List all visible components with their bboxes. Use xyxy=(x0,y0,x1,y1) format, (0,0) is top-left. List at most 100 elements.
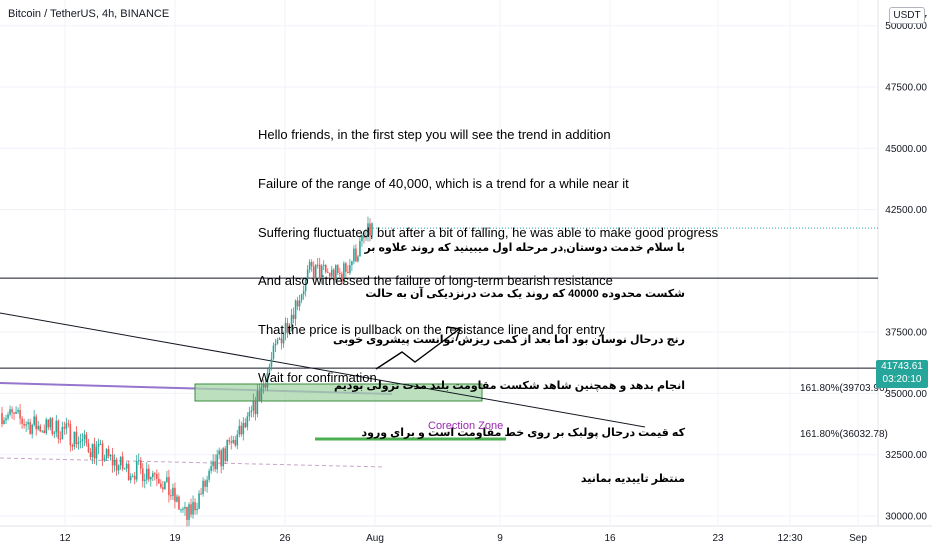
candle-body xyxy=(192,502,194,515)
candle-body xyxy=(47,419,50,428)
candle-body xyxy=(314,264,317,279)
english-note-line: Failure of the range of 40,000, which is… xyxy=(258,176,629,192)
persian-note-line: با سلام خدمت دوستان,در مرحله اول میبینید… xyxy=(364,241,685,254)
candle-body xyxy=(268,366,271,373)
candle-body xyxy=(294,300,297,319)
candle-body xyxy=(7,414,9,419)
candle-body xyxy=(306,269,309,278)
candle-body xyxy=(236,434,239,446)
candle-body xyxy=(93,443,96,459)
candle-body xyxy=(324,264,327,272)
candle-body xyxy=(300,294,303,301)
candle-body xyxy=(343,263,345,284)
price-axis-label: 37500.00 xyxy=(885,328,927,339)
candle-body xyxy=(220,450,222,467)
candle-body xyxy=(107,448,110,457)
candle-body xyxy=(33,416,35,425)
candle-body xyxy=(326,271,329,273)
candle-body xyxy=(166,477,168,482)
candle-body xyxy=(65,423,68,429)
candle-body xyxy=(206,479,208,487)
candlestick-series xyxy=(1,216,373,527)
time-axis-label: 12:30 xyxy=(777,533,802,544)
candle-body xyxy=(154,473,156,475)
last-price-tag: 41743.61 03:20:10 xyxy=(876,360,928,388)
candle-body xyxy=(13,412,15,414)
candle-body xyxy=(139,460,142,469)
candle-body xyxy=(141,468,144,482)
candle-body xyxy=(248,412,251,417)
candle-body xyxy=(25,424,27,426)
candle-body xyxy=(61,427,64,439)
price-axis: 67500.0065000.0062500.0060000.0057500.00… xyxy=(885,14,927,523)
candle-body xyxy=(91,443,94,458)
candle-body xyxy=(55,420,58,433)
candle-body xyxy=(254,400,257,415)
candle-body xyxy=(53,432,56,434)
time-axis-label: 16 xyxy=(604,533,616,544)
fib-label-lower: 161.80%(36032.78) xyxy=(800,429,888,440)
currency-button[interactable]: USDT xyxy=(889,7,925,24)
candle-body xyxy=(158,478,160,484)
chart-title: Bitcoin / TetherUS, 4h, BINANCE xyxy=(8,8,170,20)
candle-body xyxy=(256,391,259,415)
candle-body xyxy=(97,443,100,447)
price-axis-label: 30000.00 xyxy=(885,512,927,523)
candle-body xyxy=(335,265,337,280)
price-axis-label: 42500.00 xyxy=(885,205,927,216)
candle-body xyxy=(278,338,281,340)
candle-body xyxy=(200,493,202,495)
candle-body xyxy=(85,434,88,444)
candle-body xyxy=(280,338,283,344)
candle-body xyxy=(79,441,82,443)
candle-body xyxy=(168,477,170,496)
candle-body xyxy=(288,327,291,333)
candle-body xyxy=(63,427,66,429)
candle-body xyxy=(188,504,190,520)
candle-body xyxy=(160,483,162,488)
candle-body xyxy=(238,425,241,435)
candle-body xyxy=(214,461,216,470)
candle-body xyxy=(178,496,180,510)
candle-body xyxy=(322,264,325,266)
candle-body xyxy=(272,345,275,359)
candle-body xyxy=(182,508,184,510)
candle-body xyxy=(9,409,11,415)
candle-body xyxy=(365,235,367,238)
candle-body xyxy=(226,440,229,461)
candle-body xyxy=(222,448,224,467)
candle-body xyxy=(69,424,72,446)
fib-label-upper: 161.80%(39703.96) xyxy=(800,383,888,394)
candle-body xyxy=(152,473,154,478)
candle-body xyxy=(57,420,60,439)
arrow-head xyxy=(446,326,461,342)
candle-body xyxy=(87,443,90,453)
candle-body xyxy=(260,387,263,401)
candle-body xyxy=(369,223,371,236)
candle-body xyxy=(298,300,301,307)
candle-body xyxy=(75,431,78,445)
candle-body xyxy=(156,474,158,479)
candle-body xyxy=(1,413,3,425)
candle-body xyxy=(276,339,279,344)
persian-note-line: انجام بدهد و همچنین شاهد شکست مقاومت بلن… xyxy=(333,380,685,393)
candle-body xyxy=(15,411,17,414)
candle-body xyxy=(230,441,233,443)
candle-body xyxy=(270,358,273,367)
candle-countdown: 03:20:10 xyxy=(882,374,922,385)
dashed-support-line xyxy=(0,457,386,468)
time-axis: 12 19 26 Aug 9 16 23 12:30 Sep xyxy=(59,533,867,544)
english-note-line: That the price is pullback on the resist… xyxy=(258,321,605,337)
candle-body xyxy=(186,506,188,520)
candle-body xyxy=(99,443,102,445)
candle-body xyxy=(292,314,295,319)
candle-body xyxy=(101,443,104,461)
candle-body xyxy=(184,506,186,509)
candle-body xyxy=(310,261,313,267)
time-axis-label: 9 xyxy=(497,533,503,544)
candle-body xyxy=(345,263,347,272)
candle-body xyxy=(83,434,86,440)
candle-body xyxy=(252,400,255,411)
candle-body xyxy=(180,509,182,511)
